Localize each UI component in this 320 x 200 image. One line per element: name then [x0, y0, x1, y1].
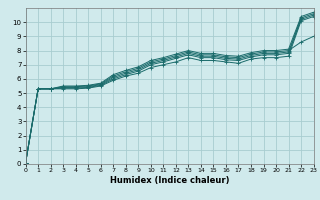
X-axis label: Humidex (Indice chaleur): Humidex (Indice chaleur)	[110, 176, 229, 185]
